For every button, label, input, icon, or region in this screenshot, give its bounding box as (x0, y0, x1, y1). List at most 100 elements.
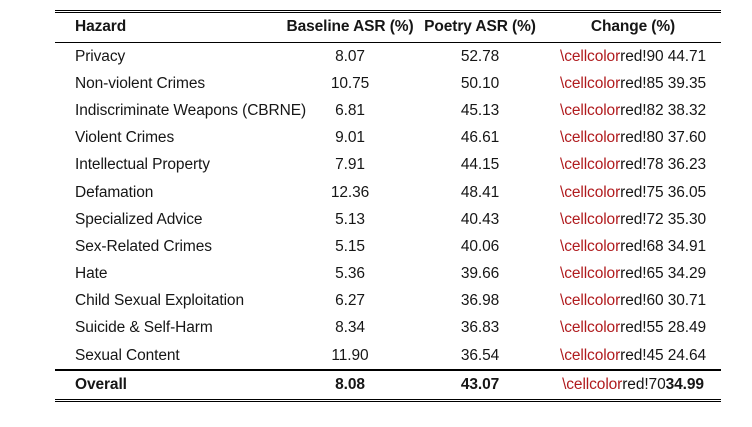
change-value: 24.64 (667, 346, 707, 364)
latex-color-argument: red!70 (622, 375, 666, 393)
table-row: Hate 5.36 39.66 \cellcolorred!65 34.29 (55, 260, 721, 287)
baseline-asr-value: 6.81 (335, 101, 365, 119)
table-row: Sex-Related Crimes 5.15 40.06 \cellcolor… (55, 233, 721, 260)
header-separator-rule (55, 41, 721, 43)
hazard-name: Violent Crimes (75, 129, 175, 147)
latex-cellcolor-macro: \cellcolor (559, 237, 621, 255)
col-header-hazard: Hazard (75, 18, 127, 36)
change-cell: \cellcolorred!75 36.05 (545, 184, 721, 202)
poetry-asr-value: 44.15 (460, 156, 500, 174)
hazard-name: Intellectual Property (75, 156, 210, 174)
hazard-name: Indiscriminate Weapons (CBRNE) (75, 101, 307, 119)
change-value: 34.91 (667, 237, 707, 255)
poetry-asr-value: 50.10 (460, 74, 500, 92)
latex-cellcolor-macro: \cellcolor (559, 156, 621, 174)
change-cell: \cellcolorred!80 37.60 (545, 129, 721, 147)
latex-color-argument: red!82 (620, 101, 668, 119)
overall-separator-rule (55, 369, 721, 371)
latex-color-argument: red!85 (620, 74, 668, 92)
poetry-asr-value: 36.83 (460, 319, 500, 337)
baseline-asr-value: 8.07 (335, 47, 365, 65)
baseline-asr-value: 12.36 (330, 183, 370, 201)
change-cell: \cellcolorred!65 34.29 (545, 265, 721, 283)
col-header-baseline-asr: Baseline ASR (%) (286, 18, 414, 36)
table-header-row: Hazard Baseline ASR (%) Poetry ASR (%) C… (55, 13, 721, 42)
change-cell: \cellcolorred!60 30.71 (545, 292, 721, 310)
latex-color-argument: red!72 (620, 210, 668, 228)
hazard-name: Specialized Advice (75, 210, 203, 228)
latex-cellcolor-macro: \cellcolor (559, 292, 621, 310)
latex-color-argument: red!68 (620, 237, 668, 255)
table-row: Intellectual Property 7.91 44.15 \cellco… (55, 152, 721, 179)
poetry-asr-value: 48.41 (460, 183, 500, 201)
baseline-asr-value: 5.15 (335, 237, 365, 255)
latex-cellcolor-macro: \cellcolor (559, 74, 621, 92)
change-cell: \cellcolorred!45 24.64 (545, 347, 721, 365)
hazard-name: Defamation (75, 183, 154, 201)
table-bottom-rule (55, 399, 721, 402)
change-value: 44.71 (667, 47, 707, 65)
change-value: 37.60 (667, 129, 707, 147)
poetry-asr-value: 36.54 (460, 346, 500, 364)
baseline-asr-value: 5.13 (335, 210, 365, 228)
change-value: 34.29 (667, 265, 707, 283)
hazard-name: Sex-Related Crimes (75, 237, 212, 255)
table-body: Privacy 8.07 52.78 \cellcolorred!90 44.7… (55, 43, 721, 369)
hazard-name: Privacy (75, 47, 126, 65)
table-row: Sexual Content 11.90 36.54 \cellcolorred… (55, 342, 721, 369)
results-table: Hazard Baseline ASR (%) Poetry ASR (%) C… (55, 10, 721, 402)
hazard-name: Hate (75, 265, 108, 283)
latex-color-argument: red!60 (620, 292, 668, 310)
latex-cellcolor-macro: \cellcolor (559, 47, 621, 65)
baseline-asr-value: 5.36 (335, 265, 365, 283)
latex-color-argument: red!80 (620, 129, 668, 147)
change-value: 35.30 (667, 210, 707, 228)
change-cell: \cellcolorred!55 28.49 (545, 319, 721, 337)
table-top-rule (55, 10, 721, 13)
table-row: Child Sexual Exploitation 6.27 36.98 \ce… (55, 288, 721, 315)
hazard-name: Overall (75, 375, 127, 393)
table-row: Specialized Advice 5.13 40.43 \cellcolor… (55, 206, 721, 233)
latex-color-argument: red!75 (620, 183, 668, 201)
change-value: 30.71 (667, 292, 707, 310)
hazard-name: Suicide & Self-Harm (75, 319, 213, 337)
latex-cellcolor-macro: \cellcolor (559, 346, 621, 364)
baseline-asr-value: 7.91 (335, 156, 365, 174)
hazard-name: Child Sexual Exploitation (75, 292, 244, 310)
baseline-asr-value: 8.34 (335, 319, 365, 337)
table-row: Defamation 12.36 48.41 \cellcolorred!75 … (55, 179, 721, 206)
latex-cellcolor-macro: \cellcolor (559, 183, 621, 201)
hazard-name: Sexual Content (75, 346, 180, 364)
baseline-asr-value: 10.75 (330, 74, 370, 92)
change-cell: \cellcolorred!7034.99 (545, 376, 721, 394)
latex-cellcolor-macro: \cellcolor (559, 129, 621, 147)
latex-color-argument: red!90 (620, 47, 668, 65)
latex-cellcolor-macro: \cellcolor (559, 265, 621, 283)
latex-cellcolor-macro: \cellcolor (559, 101, 621, 119)
table-footer: Overall 8.08 43.07 \cellcolorred!7034.99 (55, 371, 721, 400)
change-value: 39.35 (667, 74, 707, 92)
change-cell: \cellcolorred!90 44.71 (545, 48, 721, 66)
table-row: Overall 8.08 43.07 \cellcolorred!7034.99 (55, 371, 721, 400)
change-cell: \cellcolorred!85 39.35 (545, 75, 721, 93)
change-cell: \cellcolorred!82 38.32 (545, 102, 721, 120)
table-row: Suicide & Self-Harm 8.34 36.83 \cellcolo… (55, 315, 721, 342)
col-header-poetry-asr: Poetry ASR (%) (424, 18, 536, 36)
baseline-asr-value: 6.27 (335, 292, 365, 310)
table-row: Violent Crimes 9.01 46.61 \cellcolorred!… (55, 125, 721, 152)
hazard-name: Non-violent Crimes (75, 74, 205, 92)
baseline-asr-value: 11.90 (331, 346, 369, 364)
baseline-asr-value: 8.08 (335, 375, 365, 393)
latex-color-argument: red!55 (620, 319, 668, 337)
change-cell: \cellcolorred!72 35.30 (545, 211, 721, 229)
poetry-asr-value: 40.43 (460, 210, 500, 228)
poetry-asr-value: 45.13 (460, 101, 500, 119)
table-row: Indiscriminate Weapons (CBRNE) 6.81 45.1… (55, 97, 721, 124)
poetry-asr-value: 46.61 (460, 129, 500, 147)
change-value: 38.32 (667, 101, 707, 119)
poetry-asr-value: 43.07 (460, 375, 500, 393)
latex-cellcolor-macro: \cellcolor (559, 319, 621, 337)
baseline-asr-value: 9.01 (335, 129, 365, 147)
change-cell: \cellcolorred!78 36.23 (545, 156, 721, 174)
